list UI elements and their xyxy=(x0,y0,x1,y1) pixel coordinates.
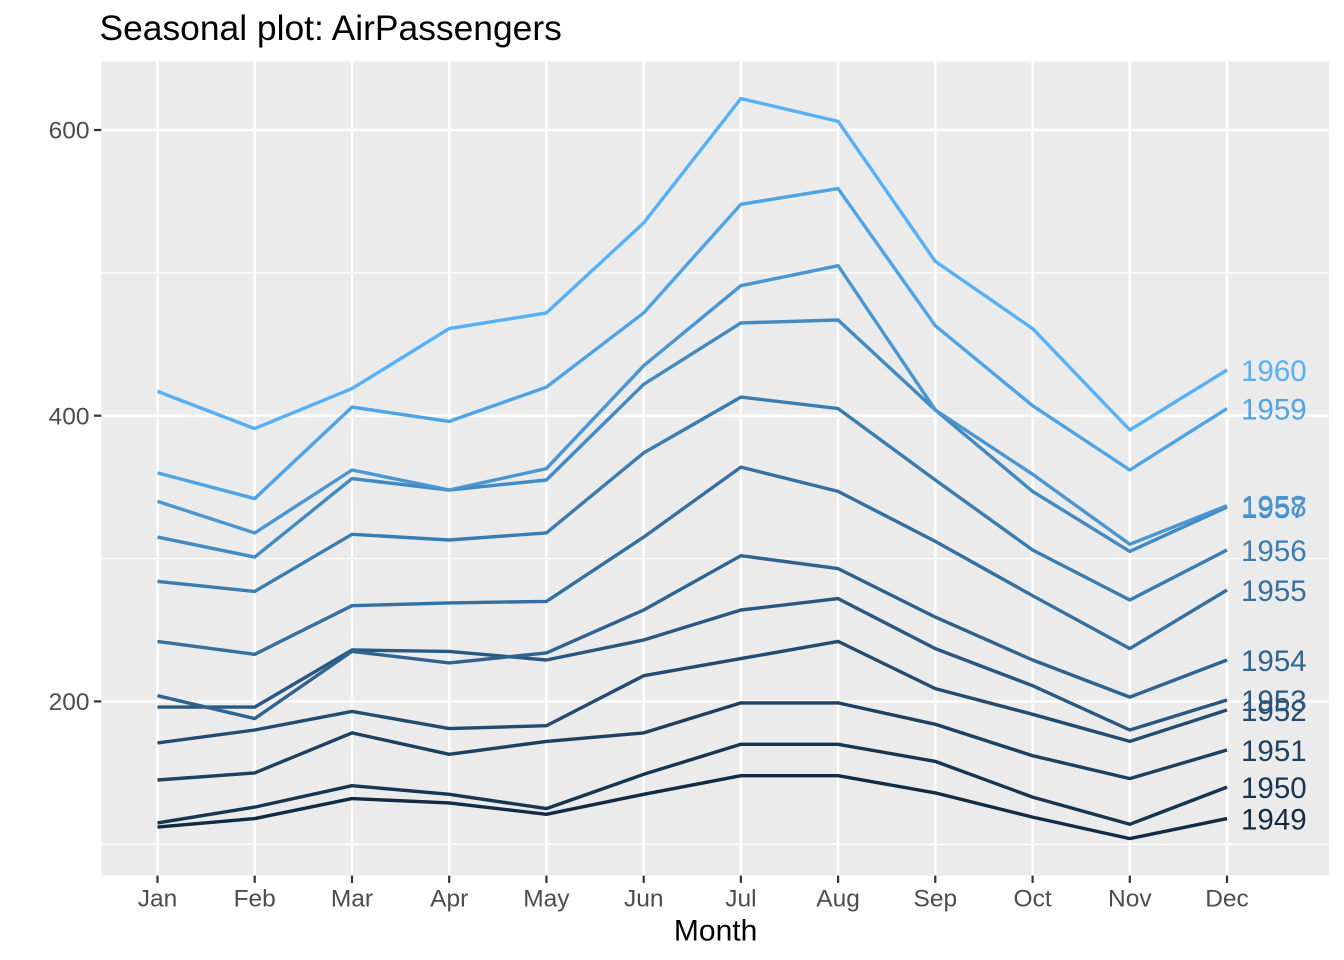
svg-text:1957: 1957 xyxy=(1241,492,1307,525)
svg-text:1955: 1955 xyxy=(1241,575,1307,608)
svg-text:Jan: Jan xyxy=(138,885,178,912)
svg-text:Seasonal plot: AirPassengers: Seasonal plot: AirPassengers xyxy=(100,8,562,48)
svg-text:1956: 1956 xyxy=(1241,535,1307,568)
svg-text:Aug: Aug xyxy=(816,885,860,912)
svg-text:Feb: Feb xyxy=(234,885,276,912)
svg-text:1959: 1959 xyxy=(1241,394,1307,427)
svg-text:1954: 1954 xyxy=(1241,645,1307,678)
svg-text:1949: 1949 xyxy=(1241,804,1307,837)
svg-text:Month: Month xyxy=(674,914,757,947)
svg-text:1951: 1951 xyxy=(1241,735,1307,768)
svg-text:200: 200 xyxy=(49,689,90,716)
svg-text:Dec: Dec xyxy=(1205,885,1249,912)
svg-text:1958: 1958 xyxy=(1241,491,1307,524)
svg-text:1950: 1950 xyxy=(1241,772,1307,805)
svg-text:400: 400 xyxy=(49,403,90,430)
svg-text:Mar: Mar xyxy=(331,885,373,912)
svg-text:Apr: Apr xyxy=(430,885,468,912)
svg-text:May: May xyxy=(523,885,570,912)
svg-text:1960: 1960 xyxy=(1241,355,1307,388)
svg-text:Oct: Oct xyxy=(1014,885,1052,912)
svg-text:Sep: Sep xyxy=(914,885,958,912)
svg-text:Jul: Jul xyxy=(725,885,756,912)
svg-text:1952: 1952 xyxy=(1241,695,1307,728)
svg-text:Nov: Nov xyxy=(1108,885,1152,912)
svg-text:Jun: Jun xyxy=(624,885,664,912)
svg-text:600: 600 xyxy=(49,118,90,145)
svg-text:1953: 1953 xyxy=(1241,685,1307,718)
